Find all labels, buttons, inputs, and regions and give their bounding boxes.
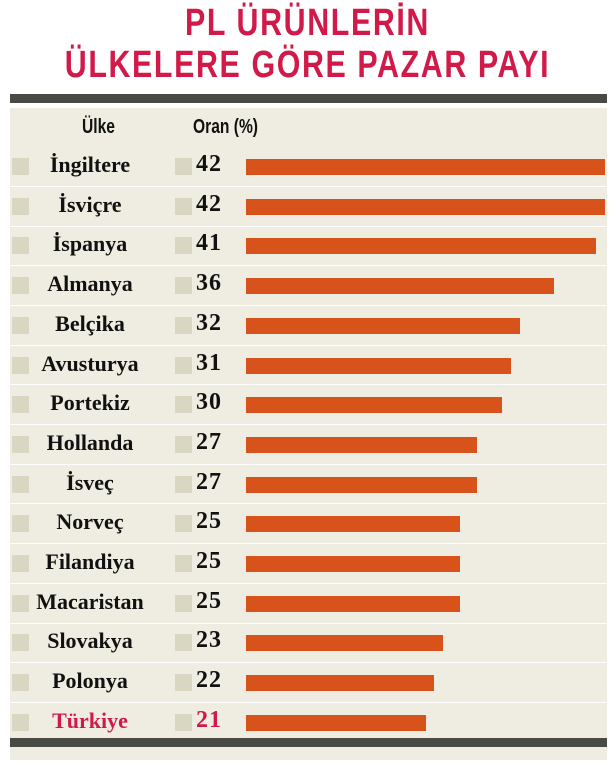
header-country: Ülke: [82, 116, 115, 138]
value-marker: [175, 555, 192, 572]
row-divider: [10, 464, 607, 465]
value-label: 30: [196, 389, 222, 415]
row-divider: [10, 186, 607, 187]
row-marker: [12, 595, 29, 612]
row-marker: [12, 476, 29, 493]
bar: [246, 159, 605, 175]
value-marker: [175, 317, 192, 334]
header-value: Oran (%): [193, 116, 259, 138]
bar: [246, 437, 477, 453]
bar: [246, 516, 460, 532]
bar: [246, 675, 434, 691]
country-label: Slovakya: [47, 628, 133, 653]
row-marker: [12, 158, 29, 175]
row-marker: [12, 634, 29, 651]
row-divider: [10, 226, 607, 227]
row-divider: [10, 345, 607, 346]
row-marker: [12, 515, 29, 532]
country-label: İsviçre: [58, 192, 122, 217]
value-label: 27: [196, 469, 222, 495]
value-marker: [175, 396, 192, 413]
value-marker: [175, 357, 192, 374]
bar: [246, 318, 520, 334]
row-marker: [12, 237, 29, 254]
country-label: Almanya: [47, 271, 133, 296]
chart-table: [10, 108, 607, 760]
country-label: İsveç: [66, 470, 114, 495]
row-divider: [10, 662, 607, 663]
value-marker: [175, 515, 192, 532]
value-label: 36: [196, 270, 222, 296]
country-label: Türkiye: [52, 708, 128, 733]
row-divider: [10, 583, 607, 584]
country-label: Portekiz: [50, 390, 130, 415]
country-label: Norveç: [56, 509, 124, 534]
country-label: Filandiya: [45, 549, 135, 574]
country-label: Hollanda: [46, 430, 134, 455]
row-marker: [12, 357, 29, 374]
bar: [246, 358, 511, 374]
row-divider: [10, 702, 607, 703]
bar: [246, 238, 596, 254]
bar: [246, 397, 502, 413]
value-label: 41: [196, 230, 222, 256]
value-label: 31: [196, 350, 222, 376]
value-marker: [175, 674, 192, 691]
value-label: 22: [196, 667, 222, 693]
value-label: 23: [196, 627, 222, 653]
value-label: 25: [196, 548, 222, 574]
value-marker: [175, 595, 192, 612]
value-label: 25: [196, 508, 222, 534]
bar: [246, 556, 460, 572]
country-label: İspanya: [52, 231, 128, 256]
value-label: 25: [196, 588, 222, 614]
bar: [246, 715, 426, 731]
row-marker: [12, 714, 29, 731]
value-marker: [175, 436, 192, 453]
value-label: 42: [196, 191, 222, 217]
value-marker: [175, 198, 192, 215]
value-label: 27: [196, 429, 222, 455]
value-marker: [175, 476, 192, 493]
row-divider: [10, 543, 607, 544]
country-label: Macaristan: [36, 589, 144, 614]
row-marker: [12, 198, 29, 215]
value-label: 32: [196, 310, 222, 336]
value-label: 21: [196, 707, 222, 733]
value-marker: [175, 634, 192, 651]
row-marker: [12, 396, 29, 413]
value-marker: [175, 158, 192, 175]
row-marker: [12, 277, 29, 294]
bar: [246, 278, 554, 294]
row-divider: [10, 623, 607, 624]
chart-title-line-2: ÜLKELERE GÖRE PAZAR PAYI: [64, 44, 551, 86]
country-label: Belçika: [55, 311, 125, 336]
row-divider: [10, 503, 607, 504]
row-marker: [12, 674, 29, 691]
country-label: İngiltere: [49, 152, 131, 177]
country-label: Polonya: [52, 668, 128, 693]
chart-title-line-1: PL ÜRÜNLERİN: [185, 2, 430, 44]
bar: [246, 635, 443, 651]
row-divider: [10, 265, 607, 266]
row-marker: [12, 317, 29, 334]
row-marker: [12, 436, 29, 453]
value-marker: [175, 277, 192, 294]
row-divider: [10, 384, 607, 385]
value-marker: [175, 237, 192, 254]
bar: [246, 477, 477, 493]
row-marker: [12, 555, 29, 572]
value-marker: [175, 714, 192, 731]
value-label: 42: [196, 151, 222, 177]
bottom-rule: [10, 738, 607, 747]
row-divider: [10, 305, 607, 306]
bar: [246, 596, 460, 612]
country-label: Avusturya: [41, 351, 139, 376]
row-divider: [10, 424, 607, 425]
bar: [246, 199, 605, 215]
top-rule: [10, 94, 607, 103]
